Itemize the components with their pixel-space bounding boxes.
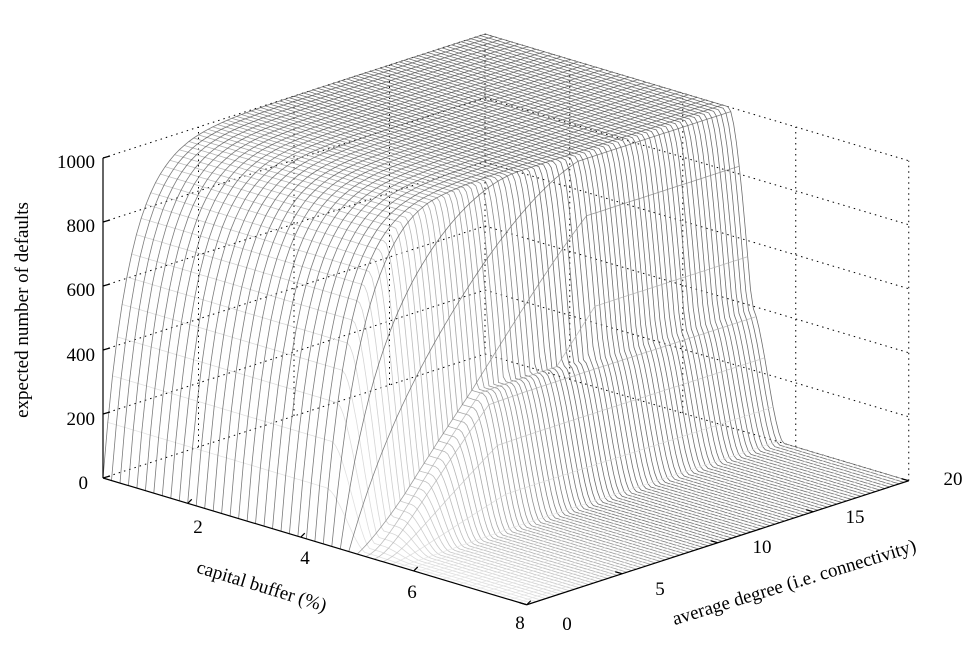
surface-line bbox=[433, 452, 816, 578]
grid-line bbox=[102, 161, 909, 290]
surface-line bbox=[238, 74, 621, 519]
x-tick-label: 4 bbox=[300, 548, 310, 569]
surface-line bbox=[145, 46, 528, 491]
z-tick bbox=[102, 475, 111, 479]
z-tick bbox=[102, 283, 111, 287]
surface-line bbox=[391, 406, 774, 565]
y-tick bbox=[901, 478, 909, 482]
y-tick-label: 10 bbox=[753, 537, 772, 558]
surface-line bbox=[188, 141, 613, 578]
surface-line bbox=[475, 465, 859, 590]
y-tick-labels: 0 5 10 15 20 bbox=[562, 469, 962, 635]
surface-line bbox=[198, 134, 623, 575]
y-axis-title: average degree (i.e. connectivity) bbox=[670, 536, 919, 630]
surface-line bbox=[297, 91, 681, 537]
y-tick-label: 15 bbox=[846, 507, 865, 528]
z-tick-label: 1000 bbox=[57, 152, 95, 173]
surface-line bbox=[246, 76, 630, 522]
surface-line bbox=[306, 94, 689, 539]
surface-line bbox=[322, 99, 706, 544]
surface-line bbox=[450, 457, 833, 583]
x-axis-line bbox=[102, 477, 527, 606]
z-tick bbox=[102, 411, 111, 415]
surface-line bbox=[467, 462, 850, 588]
z-tick-label: 600 bbox=[67, 280, 96, 301]
surface-line bbox=[331, 102, 714, 547]
y-tick bbox=[710, 540, 718, 544]
surface-line bbox=[193, 137, 618, 576]
y-tick bbox=[806, 509, 814, 513]
surface-line bbox=[458, 460, 842, 585]
surface-line bbox=[161, 51, 545, 496]
surface-line bbox=[382, 357, 765, 563]
z-tick-label: 800 bbox=[67, 216, 96, 237]
z-tick bbox=[102, 155, 111, 159]
surface-line bbox=[492, 470, 876, 595]
surface-line bbox=[348, 111, 731, 552]
x-tick bbox=[526, 600, 532, 606]
surface-line bbox=[178, 56, 562, 501]
y-tick bbox=[519, 602, 527, 606]
surface-line bbox=[289, 89, 672, 534]
surface-line bbox=[222, 122, 647, 567]
surface-line bbox=[195, 61, 579, 506]
surface-line bbox=[255, 79, 638, 524]
surface-line bbox=[416, 447, 799, 573]
y-tick-label: 5 bbox=[655, 579, 665, 600]
z-tick-labels: 0 200 400 600 800 1000 bbox=[57, 152, 95, 494]
surface-line bbox=[121, 304, 546, 599]
surface-mesh bbox=[102, 33, 909, 606]
surface-line bbox=[187, 59, 570, 504]
z-tick-label: 0 bbox=[79, 473, 89, 494]
surface-line bbox=[203, 131, 628, 573]
x-tick-labels: 2 4 6 8 bbox=[193, 517, 525, 634]
surface-line bbox=[145, 204, 570, 592]
surface-line bbox=[153, 48, 537, 494]
y-tick bbox=[615, 571, 623, 575]
x-tick-label: 6 bbox=[407, 582, 417, 603]
y-tick-label: 0 bbox=[562, 614, 572, 635]
surface-line bbox=[221, 69, 604, 514]
z-tick bbox=[102, 347, 111, 351]
surface-line bbox=[407, 444, 791, 570]
surface-line bbox=[102, 33, 486, 479]
surface-line bbox=[365, 256, 748, 557]
surface-line bbox=[374, 316, 757, 560]
surface-line bbox=[280, 86, 664, 532]
surface-line bbox=[441, 455, 825, 580]
x-tick-label: 8 bbox=[515, 613, 525, 634]
z-tick-label: 200 bbox=[67, 409, 96, 430]
z-tick bbox=[102, 219, 111, 223]
surface-line bbox=[424, 449, 808, 575]
surface-line bbox=[119, 38, 503, 484]
surface-line bbox=[357, 165, 740, 555]
surface-line bbox=[314, 97, 698, 542]
surface-line bbox=[339, 104, 723, 550]
surface-line bbox=[136, 43, 520, 489]
surface-line bbox=[170, 53, 553, 499]
surface-line bbox=[111, 36, 494, 481]
axes-layer bbox=[102, 155, 909, 606]
z-axis-title: expected number of defaults bbox=[12, 202, 33, 418]
surface-line bbox=[518, 477, 901, 603]
x-tick-label: 2 bbox=[193, 517, 203, 538]
surface-line bbox=[128, 41, 511, 486]
surface-line bbox=[509, 475, 892, 601]
surface-line bbox=[484, 467, 867, 593]
surface-line bbox=[501, 472, 884, 598]
surface-line bbox=[229, 71, 613, 517]
grid-line bbox=[102, 97, 909, 226]
surface-line bbox=[212, 66, 596, 512]
x-tick bbox=[187, 498, 193, 504]
z-tick-label: 400 bbox=[67, 345, 96, 366]
y-tick-label: 20 bbox=[944, 469, 963, 490]
x-tick bbox=[413, 566, 419, 572]
surface-line bbox=[263, 81, 647, 527]
surface-line bbox=[204, 64, 587, 509]
surface-line bbox=[272, 84, 655, 529]
surface-line bbox=[399, 439, 782, 568]
x-tick bbox=[300, 532, 306, 538]
